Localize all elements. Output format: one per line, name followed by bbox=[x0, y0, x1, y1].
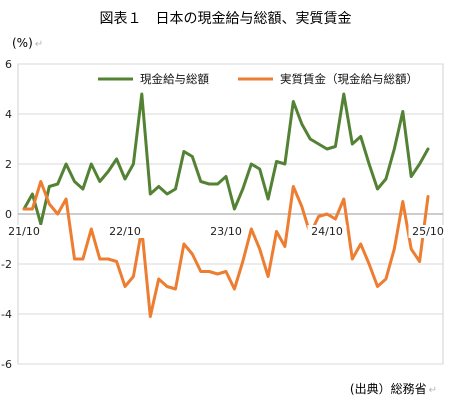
series-line-nominal-wages bbox=[22, 92, 430, 226]
x-tick-label: 24/10 bbox=[311, 225, 343, 238]
x-tick-label-background bbox=[408, 225, 448, 238]
legend-label-real: 実質賃金（現金給与総額） bbox=[280, 72, 418, 86]
y-tick-label: 0 bbox=[5, 208, 12, 221]
legend-label-nominal: 現金給与総額 bbox=[140, 72, 209, 86]
chart-title: 図表１ 日本の現金給与総額、実質賃金 bbox=[99, 11, 352, 27]
x-tick-label: 22/10 bbox=[109, 225, 141, 238]
gridlines bbox=[18, 63, 443, 365]
x-tick-label: 21/10 bbox=[8, 225, 40, 238]
y-axis-unit-label: (%) ↵ bbox=[12, 36, 44, 50]
source-note: (出典）総務省 ↵ bbox=[349, 382, 437, 396]
x-axis-ticks: 21/10 22/10 23/10 24/10 25/10 bbox=[4, 225, 448, 238]
y-tick-label: 2 bbox=[5, 158, 12, 171]
y-tick-label: -6 bbox=[1, 358, 12, 371]
y-axis-ticks: 6 4 2 0 -2 -4 -6 bbox=[1, 58, 12, 371]
y-tick-label: 4 bbox=[5, 108, 12, 121]
x-tick-label: 25/10 bbox=[412, 225, 444, 238]
x-tick-label: 23/10 bbox=[210, 225, 242, 238]
series-layer bbox=[22, 92, 430, 318]
y-tick-label: 6 bbox=[5, 58, 12, 71]
x-tick-label-background bbox=[4, 225, 44, 238]
chart-legend: 現金給与総額 実質賃金（現金給与総額） bbox=[80, 70, 418, 88]
x-tick-label-background bbox=[307, 225, 347, 238]
series-line-real-wages bbox=[22, 180, 430, 318]
y-tick-label: -2 bbox=[1, 258, 12, 271]
y-tick-label: -4 bbox=[1, 308, 12, 321]
x-tick-label-background bbox=[206, 225, 246, 238]
x-tick-label-background bbox=[105, 225, 145, 238]
